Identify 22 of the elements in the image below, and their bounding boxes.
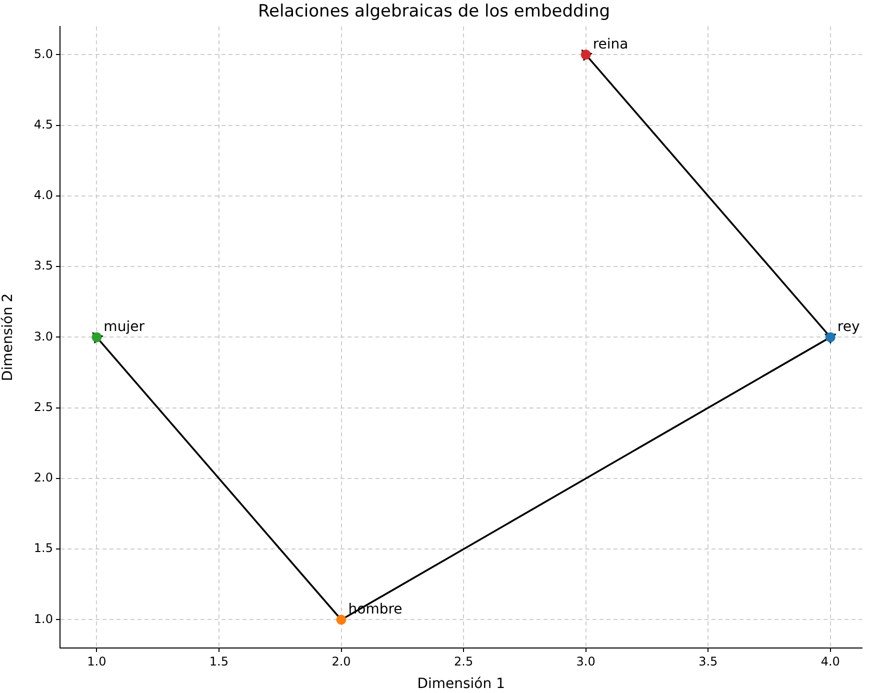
y-tick-label: 1.5: [34, 541, 53, 556]
y-tick-label: 5.0: [34, 46, 53, 61]
x-tick-label: 2.0: [332, 654, 351, 668]
y-tick-label: 2.5: [34, 400, 53, 414]
y-tick-label: 2.0: [34, 470, 53, 485]
x-tick-label: 3.5: [698, 654, 718, 668]
x-axis-title: Dimensión 1: [417, 676, 505, 692]
series-label: rey: [837, 319, 860, 336]
y-axis-title: Dimensión 2: [0, 293, 16, 382]
series-label: mujer: [104, 319, 145, 336]
y-tick-label: 1.0: [34, 612, 53, 626]
y-tick-label: 3.5: [34, 258, 53, 273]
x-tick-label: 3.0: [576, 654, 596, 668]
chart-title: Relaciones algebraicas de los embedding: [258, 2, 610, 22]
y-tick-label: 4.5: [34, 117, 53, 132]
x-tick-label: 1.0: [87, 654, 106, 668]
x-tick-label: 4.0: [820, 654, 840, 668]
series-label: reina: [592, 36, 628, 53]
x-tick-label: 1.5: [209, 654, 229, 668]
y-tick-label: 4.0: [34, 188, 53, 202]
x-tick-label: 2.5: [454, 654, 474, 668]
y-tick-label: 3.0: [34, 329, 53, 344]
